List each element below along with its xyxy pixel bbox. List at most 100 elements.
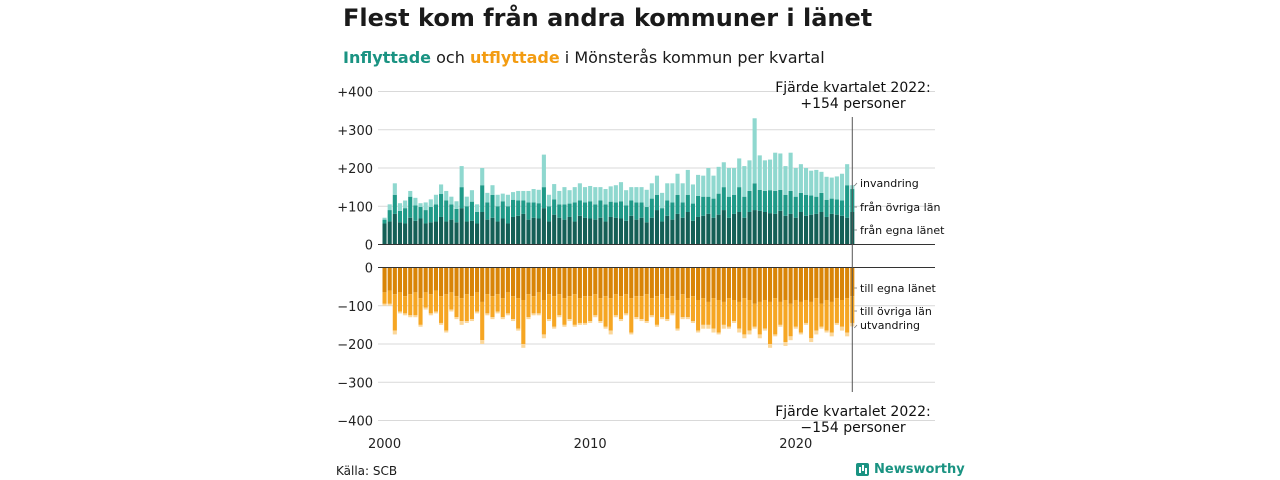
bar-outflow-other-counties xyxy=(778,301,783,325)
bar-inflow-own-county xyxy=(680,217,685,245)
bar-inflow-own-county xyxy=(582,217,588,245)
bar-inflow-other-counties xyxy=(711,198,716,218)
bar-inflow-own-county xyxy=(469,220,474,245)
annotation-upper-line2: +154 personer xyxy=(800,96,906,112)
bar-inflow-other-counties xyxy=(706,196,711,214)
bar-inflow-own-county xyxy=(392,213,397,245)
subtitle-rest: i Mönsterås kommun per kvartal xyxy=(564,48,825,67)
bar-inflow-immigration xyxy=(567,190,572,204)
bar-inflow-own-county xyxy=(423,223,428,245)
bar-outflow-emigration xyxy=(490,317,495,320)
bar-inflow-immigration xyxy=(783,166,788,195)
bar-inflow-immigration xyxy=(814,169,819,197)
bar-inflow-own-county xyxy=(654,210,660,245)
bar-inflow-other-counties xyxy=(459,187,464,209)
bar-inflow-own-county xyxy=(834,214,839,245)
bar-inflow-other-counties xyxy=(788,190,793,214)
bar-inflow-other-counties xyxy=(834,199,839,215)
bar-outflow-emigration xyxy=(485,313,490,316)
bar-inflow-other-counties xyxy=(505,206,510,224)
bar-inflow-other-counties xyxy=(660,208,665,222)
bar-inflow-own-county xyxy=(685,211,690,245)
bar-inflow-own-county xyxy=(608,216,613,245)
bar-inflow-other-counties xyxy=(439,194,444,217)
bar-outflow-own-county xyxy=(829,267,834,302)
bar-inflow-own-county xyxy=(572,221,577,245)
series-label: från övriga län xyxy=(860,201,940,214)
bar-inflow-other-counties xyxy=(454,208,459,223)
bar-outflow-other-counties xyxy=(572,294,577,325)
bar-inflow-other-counties xyxy=(803,194,809,216)
bar-outflow-emigration xyxy=(742,334,747,339)
bar-inflow-other-counties xyxy=(768,190,773,214)
bar-outflow-other-counties xyxy=(392,294,397,331)
bar-inflow-immigration xyxy=(439,184,444,195)
bar-outflow-other-counties xyxy=(798,301,803,333)
bar-inflow-immigration xyxy=(613,185,618,203)
bar-inflow-own-county xyxy=(397,222,403,245)
bar-outflow-other-counties xyxy=(577,298,582,323)
bar-outflow-own-county xyxy=(629,267,634,299)
bar-outflow-own-county xyxy=(778,267,783,302)
subtitle-inflyttade: Inflyttade xyxy=(343,48,432,67)
bar-inflow-immigration xyxy=(536,189,541,204)
bar-inflow-immigration xyxy=(654,175,660,195)
bar-inflow-immigration xyxy=(778,153,783,190)
bar-inflow-immigration xyxy=(464,196,469,207)
bar-inflow-immigration xyxy=(480,168,485,186)
bar-inflow-immigration xyxy=(541,154,546,188)
bar-inflow-other-counties xyxy=(618,201,624,219)
bar-outflow-other-counties xyxy=(582,296,588,323)
bar-outflow-emigration xyxy=(675,328,680,331)
bar-outflow-own-county xyxy=(464,267,469,295)
bar-outflow-emigration xyxy=(521,344,526,348)
bar-inflow-other-counties xyxy=(757,189,762,211)
bar-inflow-immigration xyxy=(608,186,613,202)
bar-outflow-emigration xyxy=(747,330,752,335)
bar-inflow-other-counties xyxy=(742,196,747,218)
bar-inflow-own-county xyxy=(521,213,526,245)
bar-outflow-other-counties xyxy=(742,298,747,335)
bar-inflow-other-counties xyxy=(469,201,474,221)
bar-outflow-emigration xyxy=(732,321,737,323)
bar-inflow-immigration xyxy=(423,202,428,211)
bar-outflow-emigration xyxy=(644,321,649,323)
bar-outflow-other-counties xyxy=(793,300,798,327)
bar-outflow-own-county xyxy=(639,267,644,297)
bar-outflow-emigration xyxy=(557,315,562,318)
bar-inflow-other-counties xyxy=(500,201,505,219)
bar-outflow-own-county xyxy=(392,267,397,295)
bar-inflow-own-county xyxy=(732,213,737,245)
bar-outflow-emigration xyxy=(449,309,454,312)
bar-outflow-own-county xyxy=(747,267,752,301)
bar-outflow-other-counties xyxy=(660,294,665,318)
subtitle-utflyttade: utflyttade xyxy=(469,48,560,67)
bar-outflow-emigration xyxy=(665,319,670,322)
bar-inflow-other-counties xyxy=(387,210,392,222)
bar-inflow-own-county xyxy=(762,211,767,245)
bar-inflow-immigration xyxy=(603,189,608,205)
bar-outflow-own-county xyxy=(552,267,557,297)
bar-inflow-other-counties xyxy=(649,198,654,218)
bar-inflow-own-county xyxy=(464,221,469,245)
bar-inflow-own-county xyxy=(793,217,798,245)
bar-outflow-other-counties xyxy=(531,296,536,314)
bar-inflow-other-counties xyxy=(634,202,639,220)
bar-inflow-immigration xyxy=(593,187,598,205)
bar-inflow-other-counties xyxy=(408,196,413,218)
bar-inflow-own-county xyxy=(418,218,423,245)
bar-outflow-emigration xyxy=(598,321,603,323)
bar-inflow-own-county xyxy=(644,222,649,245)
bar-outflow-own-county xyxy=(716,267,721,301)
bar-inflow-own-county xyxy=(449,219,454,245)
series-label: utvandring xyxy=(860,319,920,332)
bar-inflow-immigration xyxy=(721,162,726,188)
bar-outflow-own-county xyxy=(418,267,423,299)
bar-outflow-emigration xyxy=(536,313,541,316)
bar-inflow-other-counties xyxy=(572,202,577,222)
bar-inflow-other-counties xyxy=(680,202,685,218)
bar-outflow-emigration xyxy=(839,326,845,331)
bar-inflow-immigration xyxy=(711,175,716,199)
bar-inflow-other-counties xyxy=(392,194,397,214)
bar-inflow-immigration xyxy=(444,190,449,201)
